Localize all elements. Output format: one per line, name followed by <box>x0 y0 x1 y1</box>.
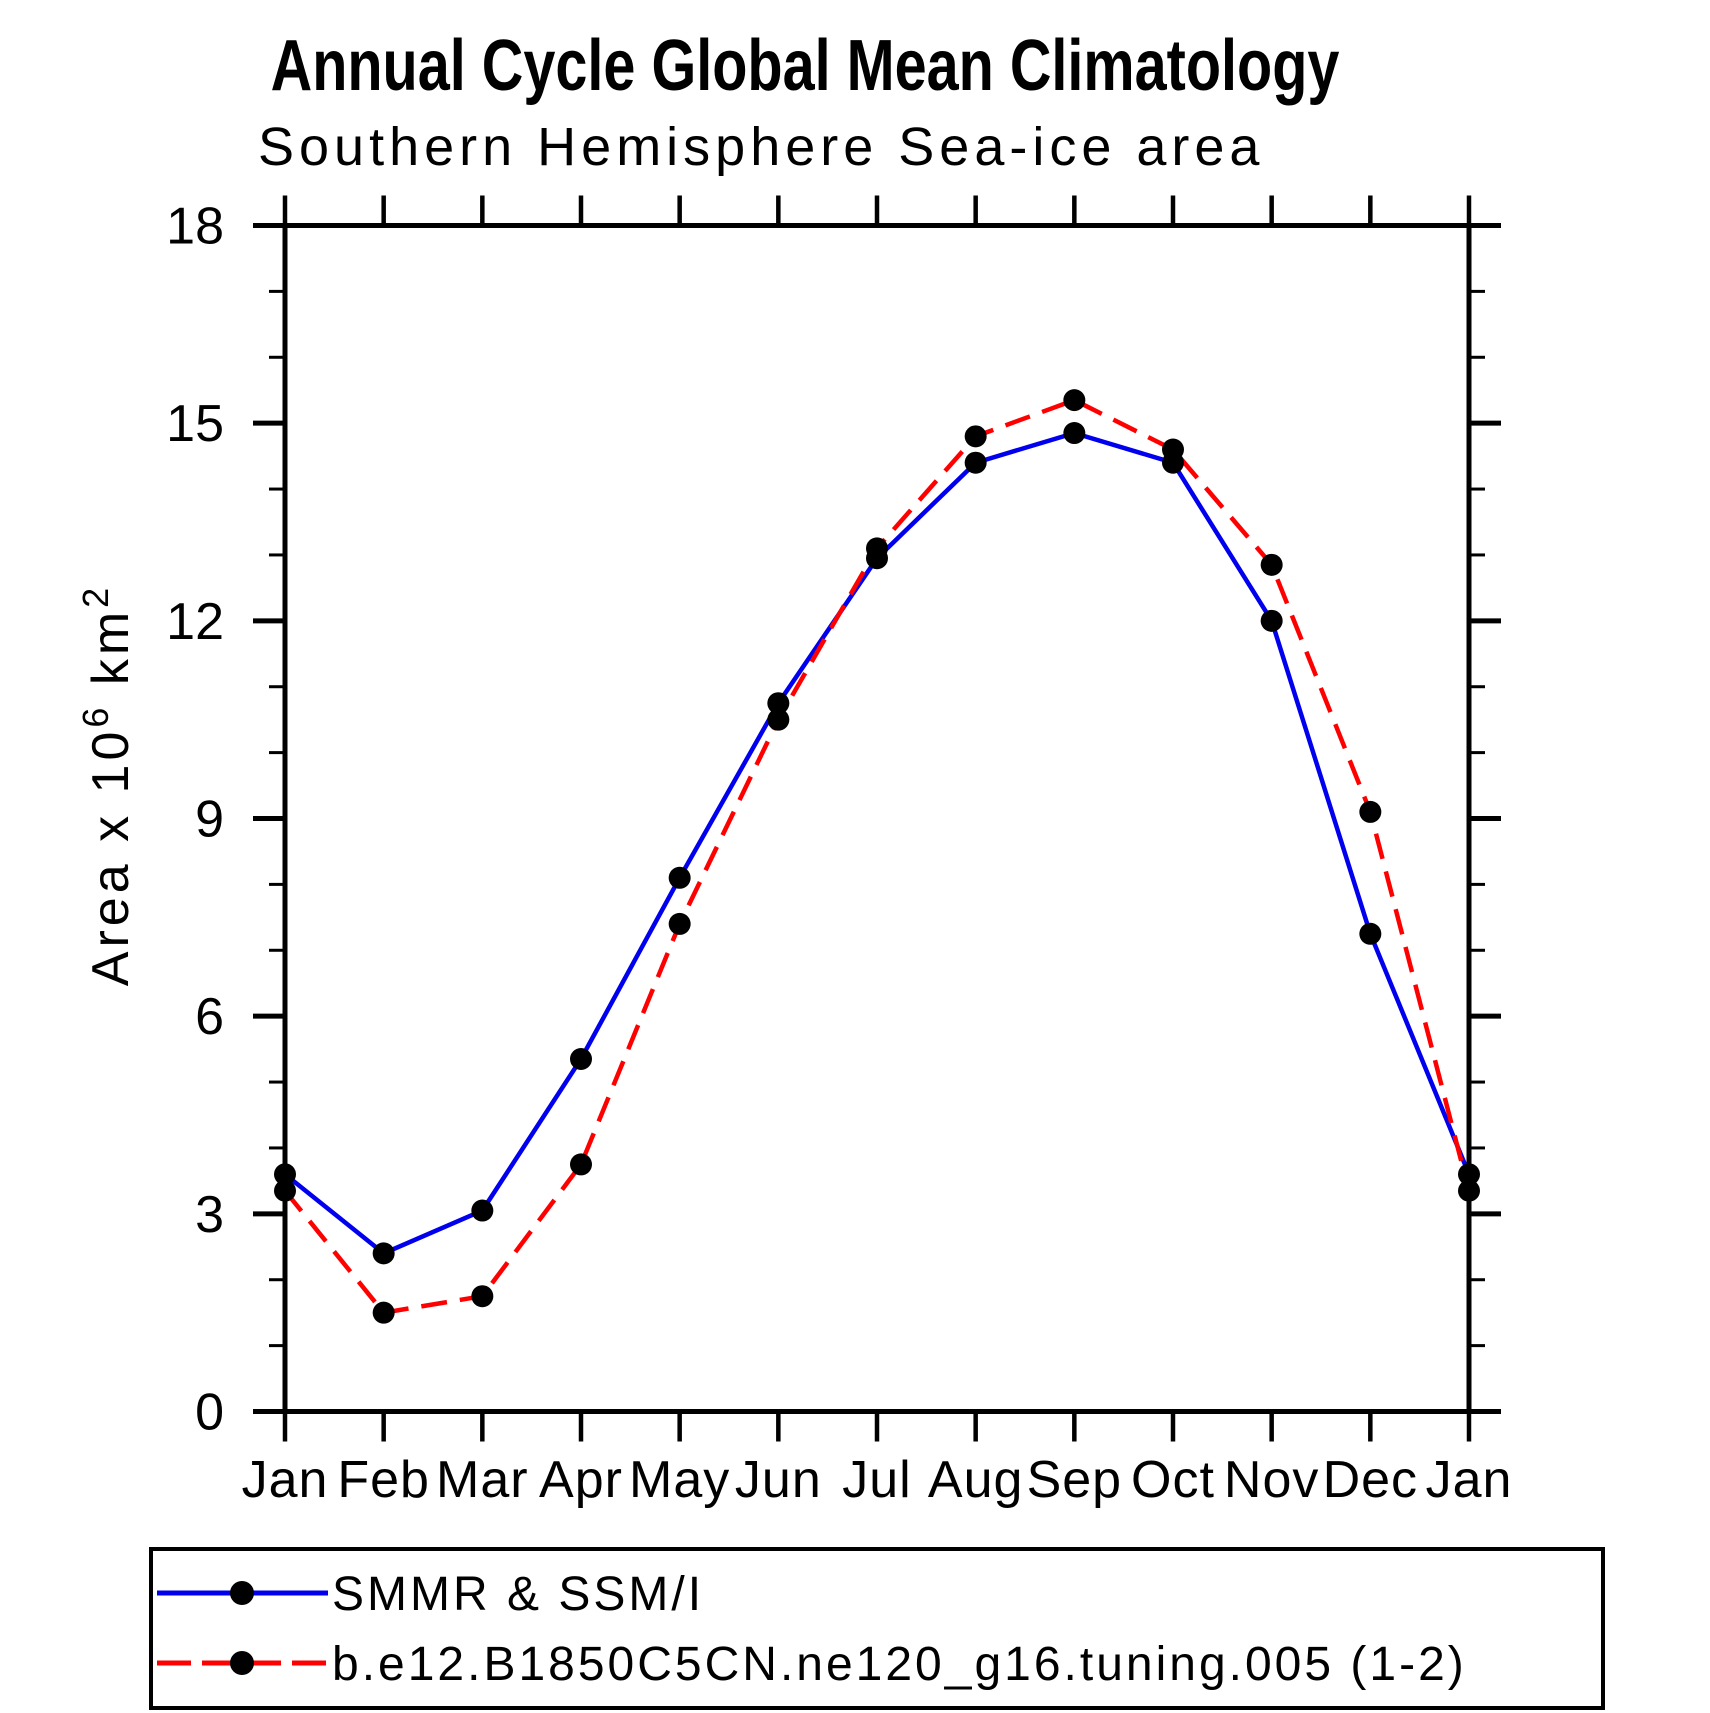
data-point <box>274 1163 296 1186</box>
data-point <box>1458 1179 1480 1202</box>
data-point <box>1162 438 1184 461</box>
y-axis-title-text: Area x 106 km2 <box>75 584 140 986</box>
x-tick-label: Jun <box>735 1451 822 1509</box>
data-point <box>767 692 790 715</box>
y-tick-labels: 0 3 6 9 12 15 18 <box>166 198 224 1442</box>
x-tick-label: Feb <box>337 1451 430 1509</box>
x-tick-label: Jan <box>242 1451 329 1509</box>
x-tick-label: Oct <box>1131 1451 1215 1509</box>
data-point <box>372 1301 395 1324</box>
series-lines <box>283 397 1472 1316</box>
axes <box>253 195 1501 1442</box>
x-tick-label: Mar <box>436 1451 529 1509</box>
data-point <box>1359 922 1382 945</box>
y-tick-label: 9 <box>195 791 224 849</box>
data-point <box>866 537 888 560</box>
data-point <box>964 451 987 474</box>
y-tick-label: 0 <box>195 1384 224 1442</box>
x-tick-label: Nov <box>1224 1451 1319 1509</box>
data-point <box>668 866 691 889</box>
data-point <box>471 1285 494 1308</box>
data-point <box>964 425 987 448</box>
x-tick-label: Dec <box>1323 1451 1418 1509</box>
series-line-1 <box>283 397 1472 1316</box>
data-point <box>274 1179 296 1202</box>
chart-title: Annual Cycle Global Mean Climatology <box>271 25 1340 106</box>
x-tick-label: Jan <box>1426 1451 1513 1509</box>
data-point <box>1063 389 1086 412</box>
x-tick-labels: Jan Feb Mar Apr May Jun Jul Aug Sep Oct Nov Dec Jan <box>242 1451 1513 1509</box>
data-point <box>1260 609 1283 632</box>
legend-label-smmr: SMMR & SSM/I <box>332 1568 704 1621</box>
data-point <box>1063 422 1086 445</box>
legend-label-model: b.e12.B1850C5CN.ne120_g16.tuning.005 (1-… <box>332 1638 1467 1691</box>
data-point <box>1359 800 1382 823</box>
y-tick-label: 6 <box>195 988 224 1046</box>
x-tick-label: May <box>629 1451 730 1509</box>
chart-subtitle: Southern Hemisphere Sea-ice area <box>258 117 1264 177</box>
data-point <box>1260 553 1283 576</box>
data-point <box>372 1242 395 1265</box>
data-points <box>274 389 1480 1324</box>
legend-box <box>149 1547 1605 1710</box>
legend-marker-smmr <box>230 1581 254 1605</box>
x-tick-label: Jul <box>842 1451 911 1509</box>
x-tick-label: Apr <box>539 1451 623 1509</box>
legend: SMMR & SSM/I b.e12.B1850C5CN.ne120_g16.t… <box>149 1547 1605 1710</box>
y-tick-label: 3 <box>195 1186 224 1244</box>
data-point <box>767 708 790 731</box>
y-axis-title: Area x 106 km2 <box>75 584 140 986</box>
data-point <box>570 1153 592 1176</box>
data-point <box>471 1199 494 1222</box>
data-point <box>1458 1163 1480 1186</box>
y-tick-label: 18 <box>166 198 224 256</box>
y-tick-label: 15 <box>166 395 224 453</box>
data-point <box>570 1047 592 1070</box>
y-tick-label: 12 <box>166 593 224 651</box>
x-tick-label: Aug <box>928 1451 1024 1509</box>
x-tick-label: Sep <box>1027 1451 1123 1509</box>
data-point <box>668 912 691 935</box>
legend-marker-model <box>230 1651 254 1675</box>
